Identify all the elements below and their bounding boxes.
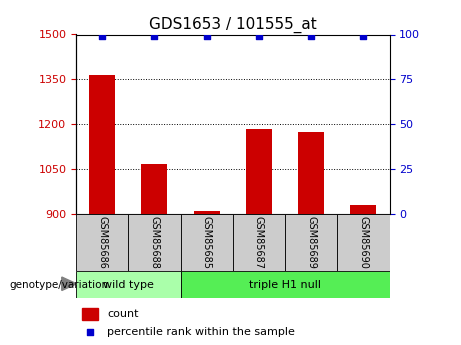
- Bar: [337, 214, 390, 271]
- Text: GSM85689: GSM85689: [306, 216, 316, 269]
- Bar: [233, 214, 285, 271]
- Bar: [89, 76, 115, 214]
- Text: GSM85687: GSM85687: [254, 216, 264, 269]
- Point: [307, 33, 315, 39]
- Point: [203, 33, 210, 39]
- Polygon shape: [62, 277, 77, 290]
- Text: wild type: wild type: [103, 280, 154, 289]
- Bar: [194, 211, 220, 214]
- Text: count: count: [107, 309, 139, 319]
- Text: GSM85686: GSM85686: [97, 216, 107, 269]
- Title: GDS1653 / 101555_at: GDS1653 / 101555_at: [149, 17, 317, 33]
- Text: genotype/variation: genotype/variation: [9, 280, 108, 289]
- Bar: [298, 132, 324, 214]
- Bar: [128, 214, 181, 271]
- Bar: [181, 214, 233, 271]
- Text: triple H1 null: triple H1 null: [249, 280, 321, 289]
- Bar: [142, 164, 167, 214]
- Bar: [76, 271, 181, 298]
- Bar: [285, 214, 337, 271]
- Text: GSM85688: GSM85688: [149, 216, 160, 269]
- Bar: [350, 205, 377, 214]
- Point: [99, 33, 106, 39]
- Point: [151, 33, 158, 39]
- Bar: [181, 271, 390, 298]
- Text: GSM85690: GSM85690: [358, 216, 368, 269]
- Bar: [76, 214, 128, 271]
- Point: [255, 33, 263, 39]
- Bar: [246, 129, 272, 214]
- Point: [360, 33, 367, 39]
- Text: percentile rank within the sample: percentile rank within the sample: [107, 327, 296, 337]
- Text: GSM85685: GSM85685: [201, 216, 212, 269]
- Point: [87, 329, 94, 335]
- Bar: [83, 308, 98, 319]
